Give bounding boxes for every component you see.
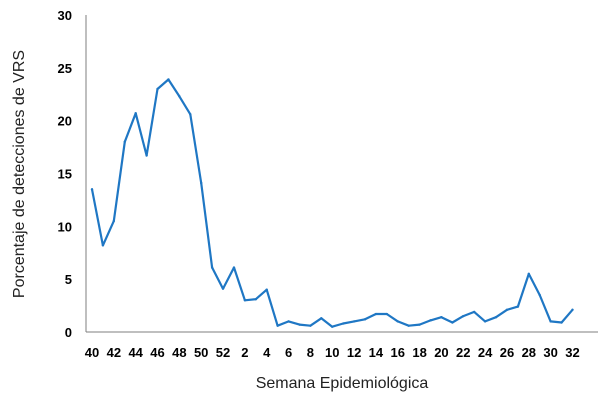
data-point (440, 316, 443, 319)
data-point (396, 320, 399, 323)
data-point (200, 181, 203, 185)
x-tick-label: 2 (241, 345, 248, 360)
data-point (134, 112, 137, 115)
x-tick-label: 40 (85, 345, 99, 360)
data-point (571, 308, 574, 312)
data-point (385, 312, 389, 316)
x-tick-label: 24 (478, 345, 493, 360)
data-point (549, 320, 552, 323)
x-tick-label: 8 (307, 345, 314, 360)
x-tick-label: 6 (285, 345, 292, 360)
x-tick-label: 52 (216, 345, 230, 360)
x-tick-label: 18 (412, 345, 426, 360)
data-point (418, 323, 421, 326)
x-tick-label: 30 (543, 345, 557, 360)
data-point (101, 244, 105, 247)
y-tick-label: 0 (65, 325, 72, 340)
y-tick-label: 25 (58, 61, 72, 76)
y-tick-label: 20 (58, 114, 72, 129)
y-tick-label: 15 (58, 167, 72, 182)
data-point (232, 266, 236, 269)
x-tick-label: 20 (434, 345, 448, 360)
data-point (320, 317, 323, 320)
data-point (516, 305, 520, 308)
x-tick-label: 44 (128, 345, 143, 360)
data-points (90, 78, 574, 328)
x-tick-label: 50 (194, 345, 208, 360)
data-point (505, 308, 509, 312)
data-point (527, 272, 530, 276)
data-point (483, 320, 487, 323)
x-tick-label: 48 (172, 345, 186, 360)
data-point (298, 323, 301, 326)
x-tick-label: 26 (500, 345, 514, 360)
data-point (462, 314, 465, 318)
x-tick-label: 28 (522, 345, 536, 360)
x-tick-label: 12 (347, 345, 361, 360)
y-tick-label: 30 (58, 8, 72, 23)
y-axis-title: Porcentaje de detecciones de VRS (11, 50, 28, 298)
data-point (189, 113, 192, 116)
data-point (112, 219, 116, 223)
x-tick-label: 32 (565, 345, 579, 360)
data-point (341, 322, 345, 325)
data-point (473, 310, 476, 314)
data-point (451, 321, 454, 324)
data-point (254, 298, 257, 301)
x-tick-labels: 40 42 44 46 48 50 52 2 4 6 8 10 12 14 16 18 20 22 24 26 28 30… (85, 345, 580, 360)
y-axis: 0 5 10 15 20 25 30 (58, 8, 87, 340)
data-point (243, 299, 247, 302)
x-tick-label: 14 (369, 345, 384, 360)
x-tick-label: 10 (325, 345, 339, 360)
data-point (167, 78, 170, 81)
data-point (538, 293, 541, 297)
data-point (331, 325, 334, 328)
data-point (352, 320, 356, 323)
data-point (287, 320, 290, 323)
x-tick-label: 4 (263, 345, 271, 360)
data-point (309, 324, 312, 327)
data-point (363, 318, 367, 321)
y-tick-label: 5 (65, 272, 72, 287)
data-point (429, 319, 432, 322)
x-tick-label: 16 (391, 345, 405, 360)
data-point (407, 324, 410, 327)
y-tick-labels: 0 5 10 15 20 25 30 (58, 8, 72, 340)
x-axis: 40 42 44 46 48 50 52 2 4 6 8 10 12 14 16 18 20 22 24 26 28 30… (85, 331, 598, 360)
data-point (276, 324, 279, 327)
data-point (145, 154, 148, 157)
data-point (210, 266, 214, 269)
data-point (156, 87, 159, 91)
x-axis-title: Semana Epidemiológica (256, 375, 429, 392)
data-point (560, 321, 563, 324)
data-point (90, 188, 94, 191)
data-point (178, 95, 181, 98)
x-tick-label: 42 (107, 345, 121, 360)
data-point (221, 287, 225, 290)
data-point (374, 312, 378, 316)
x-tick-label: 22 (456, 345, 470, 360)
series-line (90, 78, 574, 328)
data-point (494, 316, 498, 319)
y-tick-label: 10 (58, 219, 72, 234)
data-point (265, 288, 268, 291)
data-point (123, 140, 126, 143)
x-tick-label: 46 (150, 345, 164, 360)
